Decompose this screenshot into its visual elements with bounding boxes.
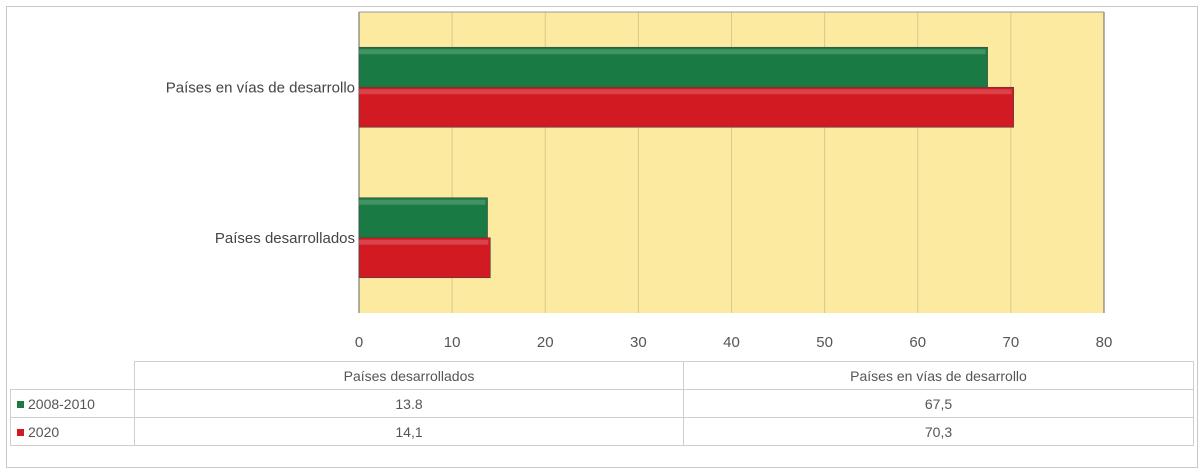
bar-highlight	[359, 199, 486, 205]
category-label: Países desarrollados	[215, 230, 355, 247]
x-tick-label: 40	[723, 334, 740, 351]
bar-highlight	[359, 239, 489, 245]
x-tick-label: 20	[537, 334, 554, 351]
x-tick-label: 80	[1096, 334, 1113, 351]
table-corner	[10, 361, 135, 390]
bar-highlight	[359, 49, 986, 55]
bar	[358, 46, 988, 88]
series-label: 2020	[10, 417, 135, 446]
x-tick-label: 0	[355, 334, 363, 351]
data-table: Países desarrollados Países en vías de d…	[10, 361, 1194, 446]
table-header-row: Países desarrollados Países en vías de d…	[10, 361, 1194, 390]
table-cell: 13.8	[134, 389, 684, 418]
x-tick-label: 10	[444, 334, 461, 351]
bar	[358, 197, 488, 239]
series-name: 2020	[28, 423, 60, 440]
x-tick-label: 60	[909, 334, 926, 351]
legend-swatch-icon	[17, 429, 24, 437]
table-cell: 70,3	[683, 417, 1194, 446]
x-tick-label: 30	[630, 334, 647, 351]
table-row: 2008-2010 13.8 67,5	[10, 389, 1194, 418]
legend-swatch-icon	[17, 401, 24, 409]
table-row: 2020 14,1 70,3	[10, 417, 1194, 446]
series-label: 2008-2010	[10, 389, 135, 418]
bar	[358, 237, 491, 279]
column-header: Países en vías de desarrollo	[683, 361, 1194, 390]
table-cell: 14,1	[134, 417, 684, 446]
series-name: 2008-2010	[28, 395, 95, 412]
x-tick-label: 50	[816, 334, 833, 351]
column-header: Países desarrollados	[134, 361, 684, 390]
category-label: Países en vías de desarrollo	[166, 79, 355, 96]
x-tick-label: 70	[1003, 334, 1020, 351]
bar	[358, 86, 1014, 128]
bar-highlight	[359, 89, 1012, 95]
table-cell: 67,5	[683, 389, 1194, 418]
